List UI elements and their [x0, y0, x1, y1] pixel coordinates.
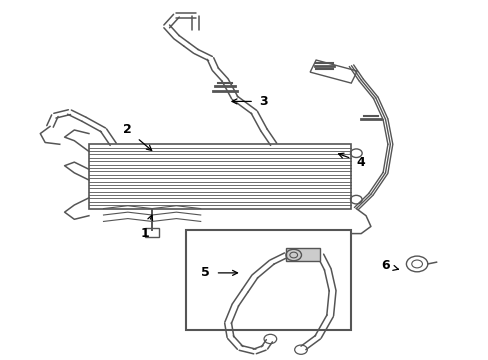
Text: 4: 4 — [338, 153, 365, 168]
Bar — [186, 230, 351, 330]
Bar — [89, 144, 351, 208]
Text: 2: 2 — [123, 123, 151, 150]
Text: 6: 6 — [381, 259, 398, 272]
Text: 5: 5 — [201, 266, 237, 279]
Text: 1: 1 — [140, 215, 152, 240]
Bar — [144, 228, 159, 237]
Bar — [309, 60, 357, 83]
Bar — [286, 248, 320, 261]
Text: 3: 3 — [231, 95, 268, 108]
